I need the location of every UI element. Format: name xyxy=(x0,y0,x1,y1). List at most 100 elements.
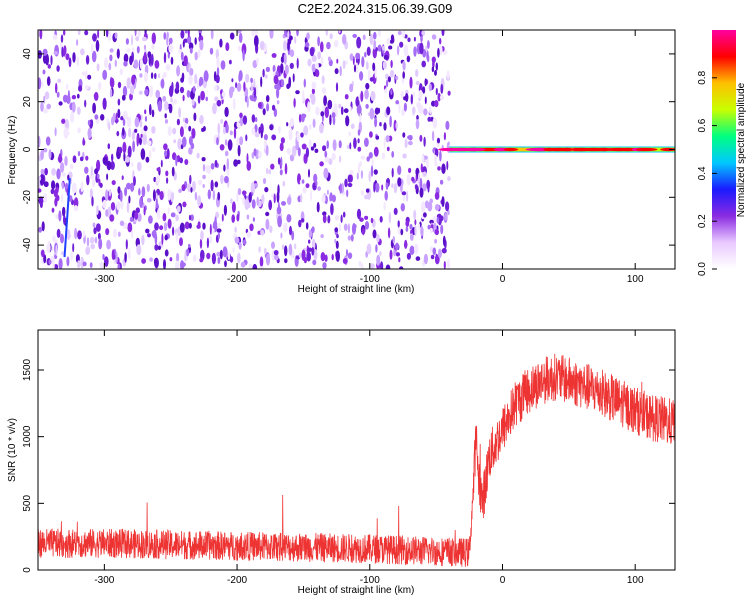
spectrogram-noise-cell xyxy=(415,80,420,86)
spectrogram-noise-cell xyxy=(271,104,276,111)
spectrogram-noise-cell xyxy=(207,235,213,244)
spectrogram-noise-cell xyxy=(109,214,115,222)
spectrogram-noise-cell xyxy=(375,47,378,52)
spectrogram-noise-cell xyxy=(305,222,309,230)
spectrogram-noise-cell xyxy=(143,51,147,63)
spectrogram-noise-cell xyxy=(346,249,348,257)
spectrogram-noise-cell xyxy=(381,184,384,191)
spectrogram-noise-cell xyxy=(437,166,441,171)
spectrogram-noise-cell xyxy=(71,182,77,194)
spectrogram-noise-cell xyxy=(242,239,247,245)
spectrogram-noise-cell xyxy=(259,40,265,51)
spectrogram-noise-cell xyxy=(187,30,190,38)
spectrogram-noise-cell xyxy=(66,256,70,267)
spectrogram-carrier-peak xyxy=(460,147,486,152)
spectrogram-noise-cell xyxy=(382,46,385,51)
spectrogram-noise-cell xyxy=(331,112,336,119)
spectrogram-noise-cell xyxy=(115,112,118,125)
spectrogram-noise-cell xyxy=(364,51,367,58)
spectrogram-noise-cell xyxy=(127,145,132,158)
spectrogram-noise-cell xyxy=(227,139,233,151)
spectrogram-noise-cell xyxy=(415,119,420,130)
spectrogram-noise-cell xyxy=(159,190,164,201)
spectrogram-noise-cell xyxy=(112,112,117,122)
spectrogram-noise-cell xyxy=(310,146,315,151)
spectrogram-noise-cell xyxy=(246,161,252,171)
spectrogram-noise-cell xyxy=(82,230,86,238)
spectrogram-noise-cell xyxy=(137,30,142,37)
spectrogram-noise-cell xyxy=(426,159,429,169)
spectrogram-noise-cell xyxy=(428,83,432,92)
snr-x-tick-label: 100 xyxy=(627,575,644,586)
spectrogram-noise-cell xyxy=(70,111,75,123)
spectrogram-noise-cell xyxy=(312,118,316,128)
spectrogram-noise-cell xyxy=(282,180,286,187)
spectrogram-y-tick-label: 20 xyxy=(22,96,33,108)
colorbar-tick-label: 0.8 xyxy=(697,70,708,84)
spectrogram-noise-cell xyxy=(102,156,108,165)
spectrogram-noise-cell xyxy=(405,226,409,232)
spectrogram-noise-cell xyxy=(227,251,231,261)
spectrogram-noise-cell xyxy=(77,93,80,99)
spectrogram-noise-cell xyxy=(309,123,312,131)
spectrogram-noise-cell xyxy=(399,266,404,269)
spectrogram-noise-cell xyxy=(310,189,313,202)
spectrogram-noise-cell xyxy=(234,236,240,244)
spectrogram-noise-cell xyxy=(48,259,52,265)
spectrogram-noise-cell xyxy=(412,106,416,115)
spectrogram-noise-cell xyxy=(194,51,198,61)
spectrogram-noise-cell xyxy=(292,73,295,83)
spectrogram-noise-cell xyxy=(140,148,146,160)
spectrogram-noise-cell xyxy=(317,36,320,47)
spectrogram-noise-cell xyxy=(383,136,386,149)
snr-y-tick-label: 500 xyxy=(22,495,33,512)
spectrogram-noise-cell xyxy=(97,232,101,240)
spectrogram-noise-cell xyxy=(64,155,68,167)
spectrogram-noise-cell xyxy=(399,41,404,48)
spectrogram-noise-cell xyxy=(149,103,152,116)
spectrogram-noise-cell xyxy=(85,155,89,161)
spectrogram-noise-cell xyxy=(244,87,249,100)
spectrogram-noise-cell xyxy=(245,134,248,142)
spectrogram-noise-cell xyxy=(43,95,46,104)
spectrogram-noise-cell xyxy=(402,195,406,202)
spectrogram-noise-cell xyxy=(95,39,100,52)
spectrogram-noise-cell xyxy=(38,181,41,189)
spectrogram-noise-cell xyxy=(196,224,201,229)
spectrogram-noise-cell xyxy=(201,157,206,162)
spectrogram-noise-cell xyxy=(326,140,330,149)
spectrogram-noise-cell xyxy=(111,153,114,162)
spectrogram-noise-cell xyxy=(93,227,97,235)
spectrogram-noise-cell xyxy=(169,257,173,262)
spectrogram-noise-cell xyxy=(390,89,393,96)
spectrogram-noise-cell xyxy=(140,129,144,135)
spectrogram-noise-cell xyxy=(122,85,128,97)
spectrogram-noise-cell xyxy=(364,221,370,230)
colorbar-tick-label: 0.0 xyxy=(697,262,708,276)
spectrogram-carrier-peak xyxy=(570,147,595,152)
spectrogram-noise-cell xyxy=(437,92,441,102)
spectrogram-noise-cell xyxy=(172,152,177,161)
spectrogram-noise-cell xyxy=(116,130,120,137)
spectrogram-noise-cell xyxy=(273,250,279,256)
spectrogram-noise-cell xyxy=(347,252,353,259)
spectrogram-noise-cell xyxy=(131,161,134,168)
spectrogram-noise-cell xyxy=(175,155,178,167)
spectrogram-noise-cell xyxy=(427,116,432,122)
spectrogram-noise-cell xyxy=(108,62,112,71)
spectrogram-noise-cell xyxy=(413,36,416,42)
spectrogram-noise-cell xyxy=(119,68,124,75)
spectrogram-noise-cell xyxy=(357,138,360,144)
spectrogram-noise-cell xyxy=(141,234,145,246)
spectrogram-noise-cell xyxy=(175,214,179,222)
spectrogram-noise-cell xyxy=(431,34,437,40)
spectrogram-noise-cell xyxy=(55,214,59,220)
spectrogram-noise-cell xyxy=(156,167,161,172)
spectrogram-noise-cell xyxy=(373,39,377,50)
spectrogram-noise-cell xyxy=(260,130,263,139)
spectrogram-noise-cell xyxy=(319,123,324,134)
spectrogram-noise-cell xyxy=(170,192,174,203)
spectrogram-noise-cell xyxy=(109,54,113,62)
spectrogram-noise-cell xyxy=(270,163,275,170)
spectrogram-noise-cell xyxy=(239,112,243,119)
